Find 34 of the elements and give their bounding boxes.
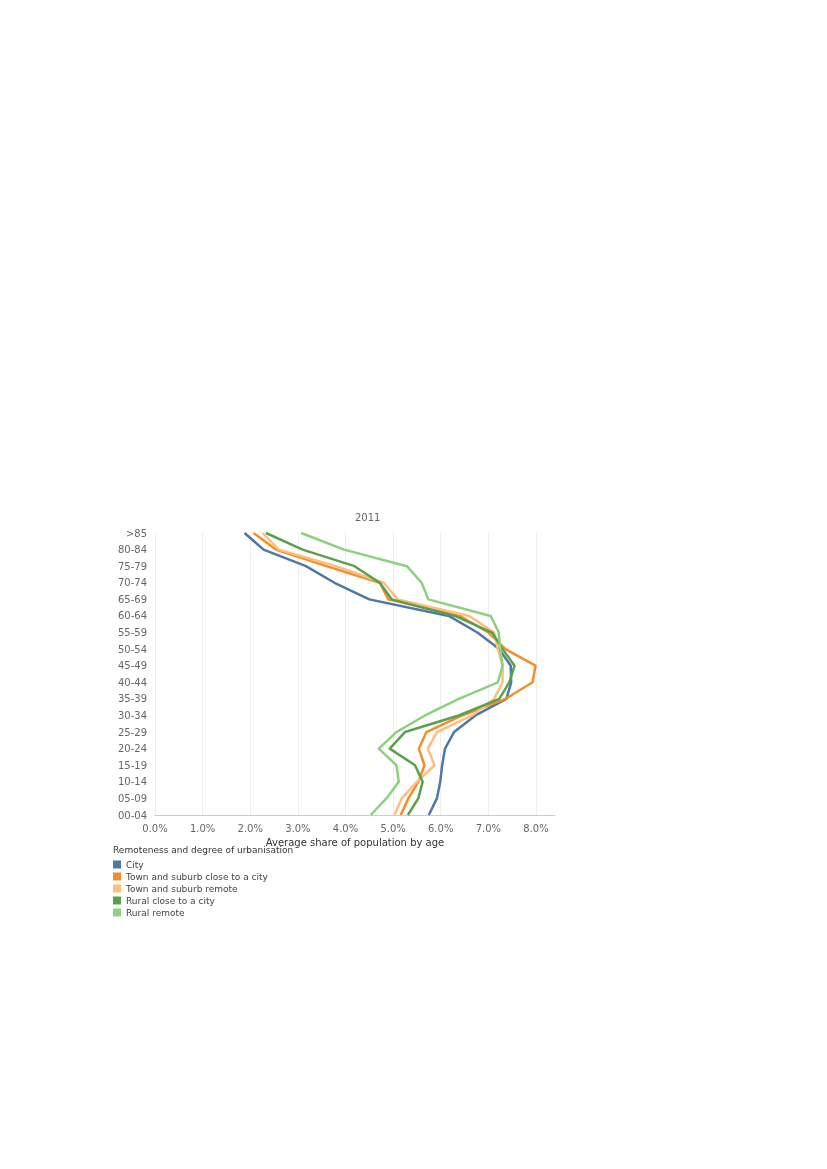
legend-label: Rural close to a city: [126, 895, 216, 906]
y-tick-label: 40-44: [117, 676, 147, 688]
chart-title: 2011: [355, 511, 381, 523]
y-tick-label: 60-64: [117, 610, 147, 622]
y-tick-label: 30-34: [117, 709, 147, 721]
y-tick-label: 50-54: [117, 643, 147, 655]
x-tick-label: 6.0%: [428, 822, 454, 834]
y-tick-label: 75-79: [117, 560, 147, 572]
y-tick-label: 45-49: [117, 660, 147, 672]
x-tick-label: 3.0%: [285, 822, 311, 834]
x-tick-label: 7.0%: [475, 822, 502, 834]
x-tick-label: 1.0%: [189, 822, 216, 834]
y-tick-label: 35-39: [117, 693, 147, 705]
legend-label: Rural remote: [126, 907, 185, 918]
x-axis-title: Average share of population by age: [265, 837, 445, 849]
y-tick-label: 15-19: [117, 759, 147, 771]
x-tick-label: 2.0%: [237, 822, 263, 834]
y-tick-label: 25-29: [117, 726, 147, 738]
x-tick-label: 0.0%: [142, 822, 168, 834]
legend-label: City: [126, 859, 145, 870]
y-tick-label: 65-69: [117, 593, 147, 605]
y-tick-label: 70-74: [117, 577, 147, 589]
y-tick-label: 80-84: [117, 544, 147, 556]
x-tick-label: 8.0%: [523, 822, 549, 834]
x-tick-label: 4.0%: [332, 822, 359, 834]
y-tick-label: 20-24: [117, 743, 147, 755]
y-tick-label: 55-59: [117, 627, 147, 639]
y-tick-label: 00-04: [117, 809, 147, 821]
x-tick-label: 5.0%: [380, 822, 406, 834]
y-tick-label: 05-09: [117, 792, 147, 804]
y-tick-label: >85: [125, 527, 147, 539]
legend-label: Town and suburb remote: [125, 883, 239, 894]
y-tick-label: 10-14: [117, 776, 147, 788]
legend-label: Town and suburb close to a city: [125, 871, 269, 882]
